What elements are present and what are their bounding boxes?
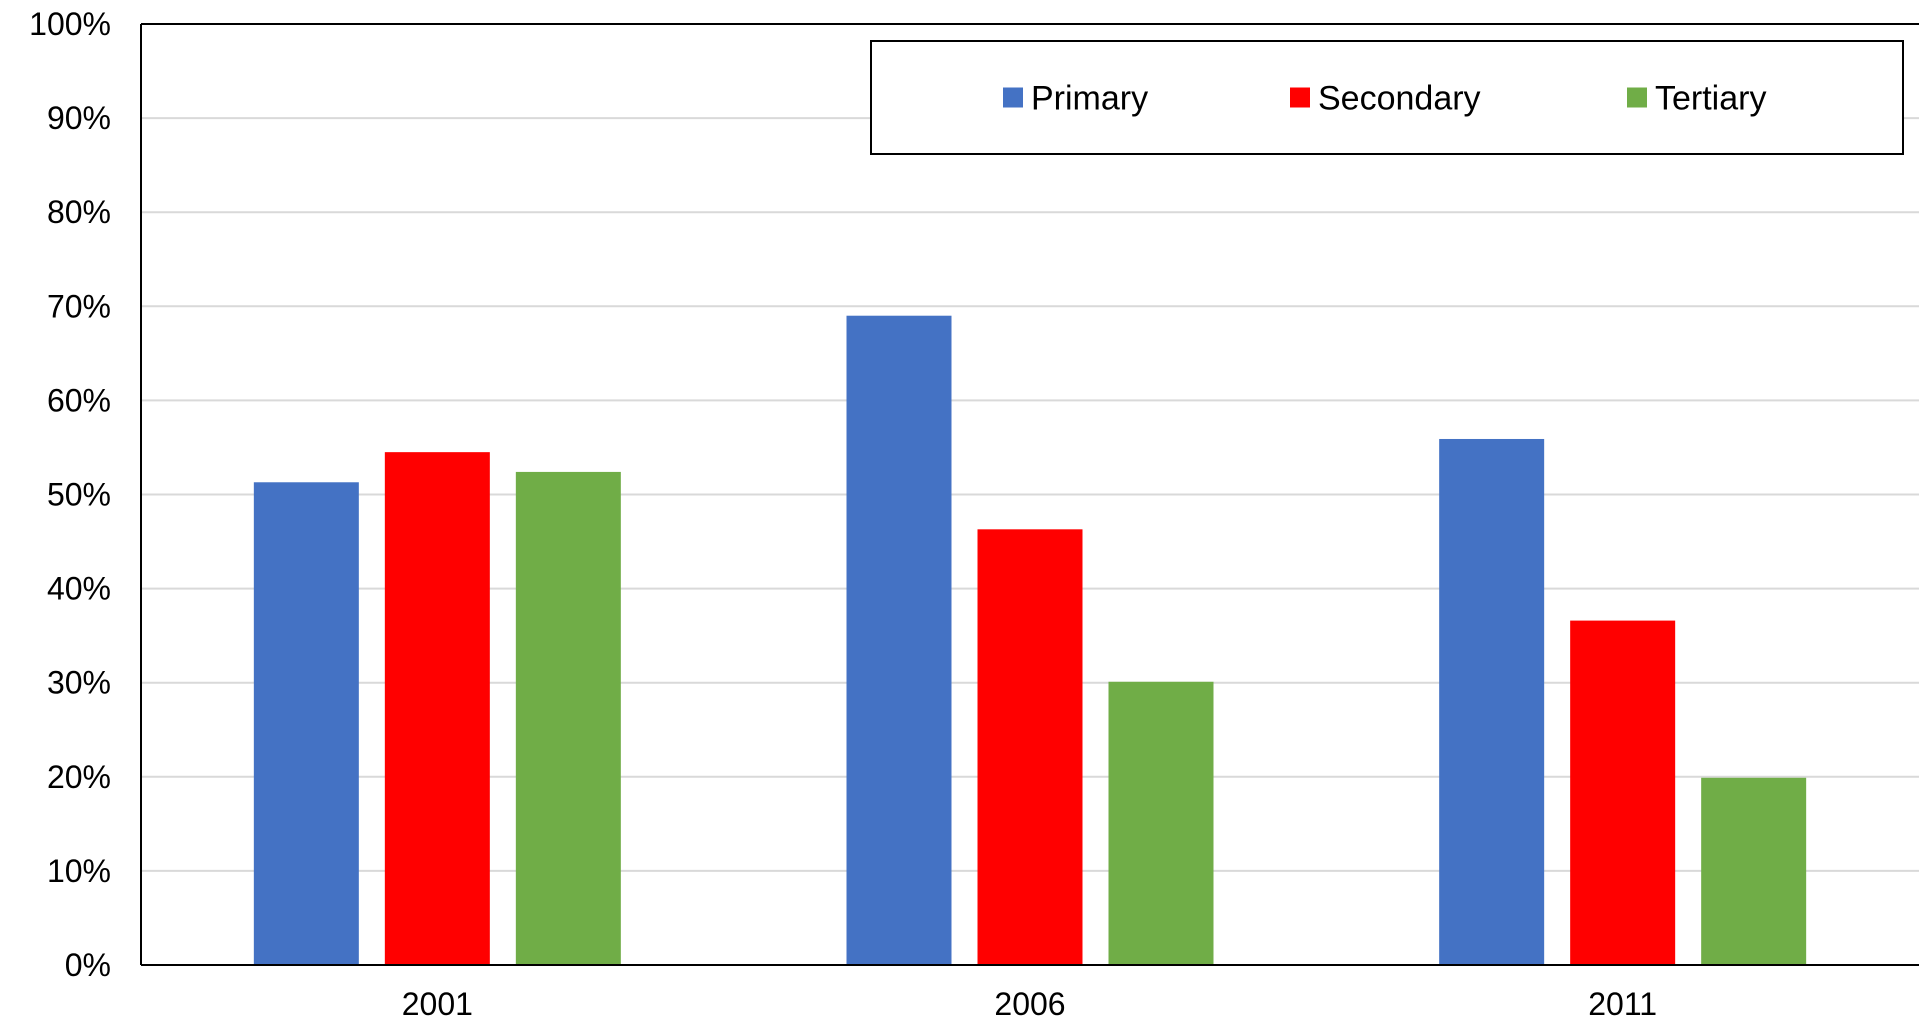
y-tick-label: 80%: [47, 194, 111, 230]
y-tick-label: 50%: [47, 477, 111, 513]
bar-primary-2001: [253, 482, 359, 965]
bar-secondary-2001: [384, 452, 490, 965]
legend: Primary Secondary Tertiary: [870, 40, 1904, 155]
bar-secondary-2006: [977, 529, 1083, 965]
y-tick-label: 70%: [47, 288, 111, 324]
bar-secondary-2011: [1570, 620, 1676, 965]
legend-swatch-tertiary: [1627, 87, 1647, 108]
axes: [140, 23, 1919, 966]
legend-box: [870, 40, 1904, 155]
x-tick-label: 2006: [994, 986, 1065, 1022]
bar-primary-2011: [1439, 438, 1545, 966]
y-tick-label: 100%: [29, 6, 111, 42]
y-tick-label: 20%: [47, 759, 111, 795]
y-tick-label: 40%: [47, 571, 111, 607]
y-tick-label: 0%: [65, 947, 111, 983]
bar-tertiary-2006: [1108, 681, 1214, 965]
legend-swatch-primary: [1003, 87, 1023, 108]
y-tick-labels: 0% 10% 20% 30% 40% 50% 60% 70% 80% 90% 100%: [29, 6, 111, 983]
x-tick-label: 2011: [1588, 986, 1657, 1022]
bar-tertiary-2011: [1701, 777, 1807, 965]
x-tick-labels: 2001 2006 2011: [402, 986, 1657, 1022]
legend-label-primary: Primary: [1031, 80, 1148, 118]
bar-primary-2006: [846, 315, 952, 966]
y-tick-label: 60%: [47, 382, 111, 418]
y-tick-label: 90%: [47, 100, 111, 136]
bar-tertiary-2001: [515, 471, 621, 965]
legend-label-secondary: Secondary: [1318, 80, 1481, 118]
x-tick-label: 2001: [402, 986, 473, 1022]
bars: [253, 315, 1807, 966]
legend-label-tertiary: Tertiary: [1655, 80, 1766, 118]
legend-swatch-secondary: [1290, 87, 1310, 108]
y-tick-label: 10%: [47, 853, 111, 889]
y-tick-label: 30%: [47, 665, 111, 701]
